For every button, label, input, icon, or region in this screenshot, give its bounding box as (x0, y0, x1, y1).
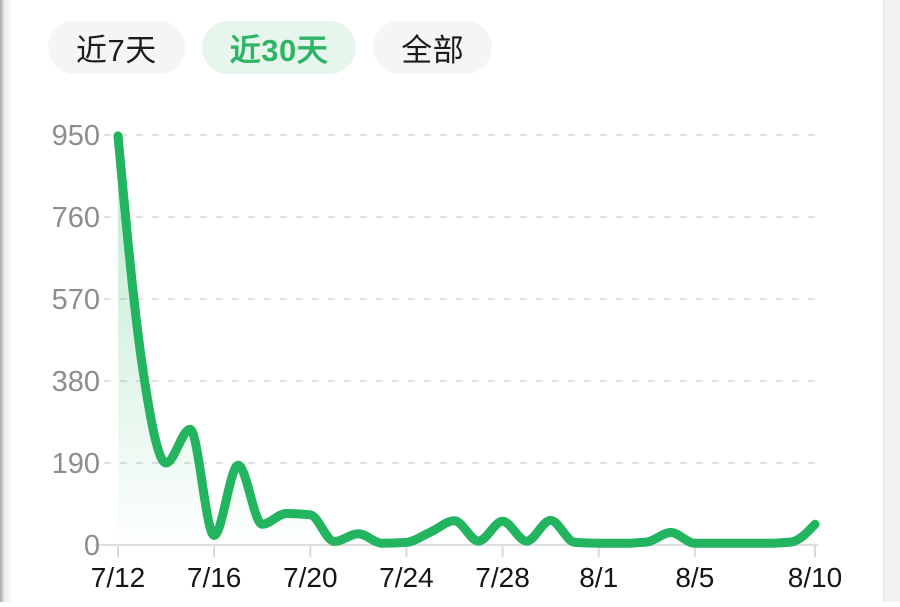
x-axis-label: 7/16 (187, 562, 242, 593)
x-axis-label: 7/20 (283, 562, 338, 593)
time-range-tabs: 近7天 近30天 全部 (48, 21, 493, 74)
tab-last-30-days[interactable]: 近30天 (201, 21, 357, 74)
x-axis-label: 8/1 (579, 562, 618, 593)
y-axis-label: 570 (52, 284, 100, 316)
x-axis-label: 8/10 (788, 562, 843, 593)
tab-last-7-days[interactable]: 近7天 (48, 21, 185, 74)
y-axis-label: 760 (52, 202, 100, 234)
tab-all-time[interactable]: 全部 (373, 21, 493, 74)
y-axis-label: 190 (52, 448, 100, 480)
x-axis-label: 8/5 (675, 562, 714, 593)
y-axis-label: 0 (84, 530, 100, 562)
x-axis-label: 7/28 (475, 562, 530, 593)
right-edge-page-strip (883, 0, 900, 602)
y-axis-label: 950 (52, 120, 100, 152)
x-axis-label: 7/12 (91, 562, 146, 593)
y-axis-label: 380 (52, 366, 100, 398)
x-axis-label: 7/24 (379, 562, 434, 593)
